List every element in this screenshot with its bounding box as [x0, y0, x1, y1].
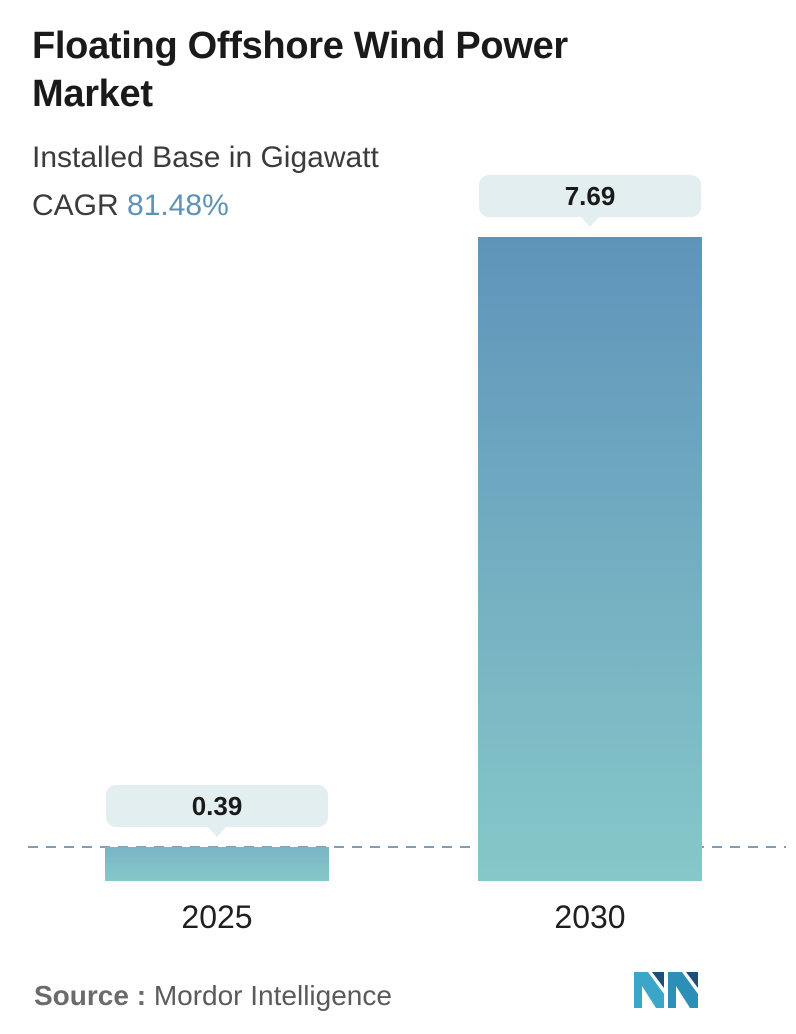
svg-text:7.69: 7.69 [565, 181, 616, 211]
chart-title: Floating Offshore Wind Power Market [32, 25, 568, 115]
value-label-2025: 0.39 [106, 785, 328, 837]
bar-2025 [105, 847, 329, 881]
source-line: Source : Mordor Intelligence [34, 978, 392, 1014]
bar-chart: 0.39 2025 7.69 2030 [28, 175, 786, 935]
source-name: Mordor Intelligence [153, 980, 392, 1011]
x-tick-label-2025: 2025 [181, 899, 252, 935]
value-label-2030: 7.69 [479, 175, 701, 227]
bar-2030 [478, 237, 702, 881]
cagr-label: CAGR [32, 189, 119, 222]
cagr-line: CAGR 81.48% [32, 188, 229, 224]
source-label: Source : [34, 980, 147, 1011]
x-tick-label-2030: 2030 [554, 899, 625, 935]
svg-text:0.39: 0.39 [192, 791, 243, 821]
chart-subtitle: Installed Base in Gigawatt [32, 141, 379, 174]
cagr-value: 81.48% [127, 189, 229, 222]
mordor-intelligence-logo [634, 972, 698, 1008]
